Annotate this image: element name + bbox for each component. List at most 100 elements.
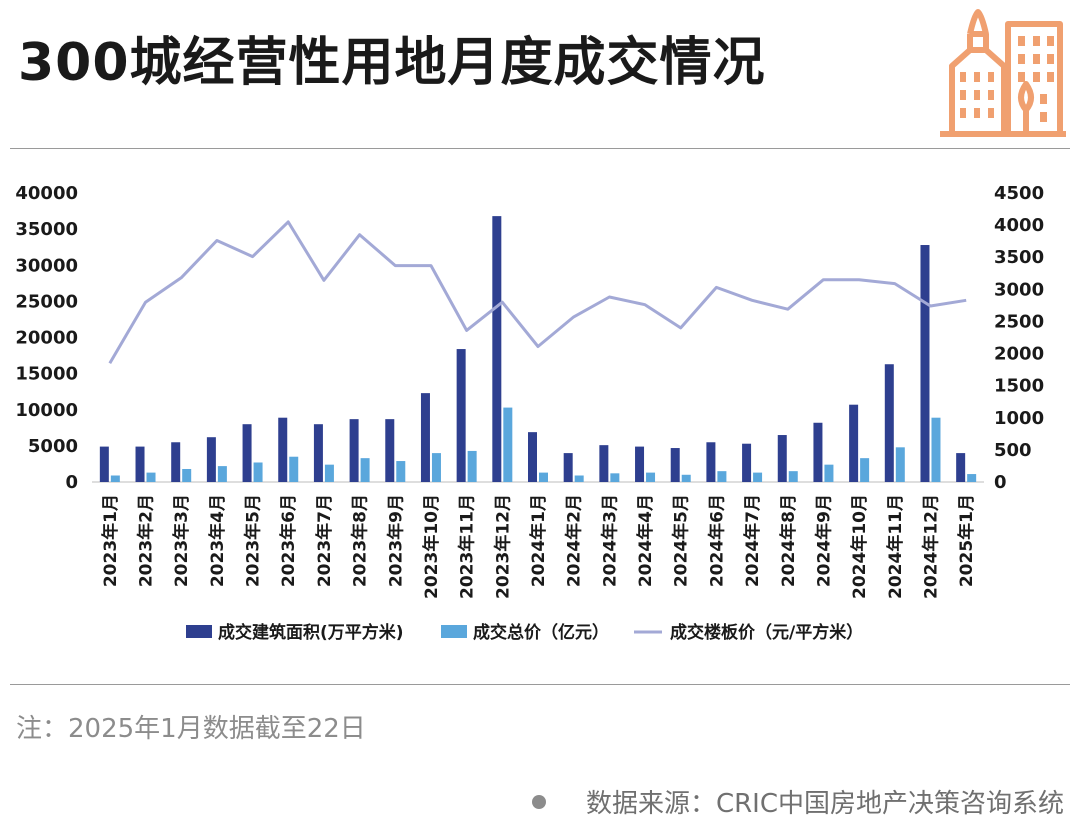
area-bar (599, 445, 609, 482)
y-left-tick-label: 10000 (15, 400, 78, 421)
area-bar (563, 453, 573, 482)
y-right-tick-label: 500 (994, 440, 1032, 461)
y-left-tick-label: 30000 (15, 255, 78, 276)
x-tick-label: 2023年1月 (100, 494, 121, 587)
value-bar (110, 475, 120, 482)
value-bar (431, 453, 441, 482)
value-bar (253, 462, 263, 482)
y-right-tick-label: 2000 (994, 344, 1044, 365)
x-tick-label: 2024年3月 (599, 494, 620, 587)
value-bar (324, 464, 334, 482)
x-tick-label: 2024年12月 (920, 494, 941, 599)
area-bar (884, 364, 894, 482)
value-bar (289, 456, 299, 482)
value-bar (824, 464, 834, 482)
value-bar (753, 472, 763, 482)
value-bar (503, 407, 513, 482)
y-left-tick-label: 20000 (15, 328, 78, 349)
x-tick-label: 2024年4月 (635, 494, 656, 587)
x-tick-label: 2024年2月 (564, 494, 585, 587)
city-buildings-icon (940, 9, 1066, 137)
x-tick-label: 2023年5月 (243, 494, 264, 587)
x-tick-label: 2023年2月 (136, 494, 157, 587)
area-bar (278, 417, 288, 482)
x-tick-label: 2023年12月 (492, 494, 513, 599)
value-bar (574, 475, 584, 482)
y-right-tick-label: 3500 (994, 247, 1044, 268)
value-bar (467, 450, 477, 482)
area-bar (742, 443, 752, 482)
x-tick-label: 2023年3月 (171, 494, 192, 587)
source-text: 数据来源：CRIC中国房地产决策咨询系统 (585, 789, 1064, 819)
page-title: 300城经营性用地月度成交情况 (18, 33, 766, 93)
value-bar (182, 468, 192, 482)
area-bar (135, 446, 145, 482)
dot-icon (531, 794, 546, 809)
area-bar (706, 442, 716, 482)
value-bar (217, 466, 227, 482)
value-bar (360, 458, 370, 482)
y-right-tick-label: 0 (994, 472, 1007, 493)
x-tick-label: 2023年7月 (314, 494, 335, 587)
price-line (108, 220, 967, 364)
area-bar (777, 435, 787, 482)
x-tick-label: 2024年6月 (706, 494, 727, 587)
chart: 0500010000150002000025000300003500040000… (15, 183, 1044, 643)
area-bar (420, 393, 430, 482)
y-left-tick-label: 15000 (15, 364, 78, 385)
value-bar (860, 458, 870, 482)
x-tick-label: 2023年6月 (278, 494, 299, 587)
area-bar (670, 448, 680, 482)
y-left-tick-label: 25000 (15, 291, 78, 312)
area-bar (206, 437, 216, 482)
x-tick-label: 2023年10月 (421, 494, 442, 599)
area-bar (99, 446, 109, 482)
legend-label-area: 成交建筑面积(万平方米) (218, 622, 404, 643)
x-tick-label: 2024年10月 (849, 494, 870, 599)
area-bar (242, 424, 252, 482)
area-bar (956, 453, 966, 482)
x-tick-label: 2024年5月 (671, 494, 692, 587)
footer-divider (10, 684, 1070, 685)
area-bar (635, 446, 645, 482)
legend-swatch-value (441, 625, 467, 638)
value-bar (146, 472, 156, 482)
area-bar (849, 404, 859, 482)
y-right-tick-label: 1000 (994, 408, 1044, 429)
legend-label-value: 成交总价（亿元） (473, 622, 609, 643)
value-bar (681, 474, 691, 482)
x-tick-label: 2023年9月 (385, 494, 406, 587)
area-bar (920, 245, 930, 482)
value-bar (539, 472, 548, 482)
area-bar (813, 422, 823, 482)
area-bar (456, 349, 466, 482)
y-right-tick-label: 3000 (994, 279, 1044, 300)
y-left-tick-label: 5000 (28, 436, 78, 457)
area-bar (528, 432, 537, 482)
title-divider (10, 148, 1070, 149)
x-tick-label: 2023年8月 (350, 494, 371, 587)
y-right-tick-label: 4000 (994, 215, 1044, 236)
y-right-tick-label: 1500 (994, 376, 1044, 397)
y-left-tick-label: 0 (65, 472, 78, 493)
value-bar (967, 474, 977, 482)
x-tick-label: 2024年1月 (528, 494, 549, 587)
x-tick-label: 2024年7月 (742, 494, 763, 587)
x-tick-label: 2024年9月 (813, 494, 834, 587)
data-note: 注：2025年1月数据截至22日 (16, 714, 366, 744)
y-left-tick-label: 35000 (15, 219, 78, 240)
x-tick-label: 2025年1月 (956, 494, 977, 587)
legend-label-price: 成交楼板价（元/平方米） (670, 622, 863, 643)
y-left-tick-label: 40000 (15, 183, 78, 204)
legend-swatch-area (186, 625, 212, 638)
y-right-tick-label: 4500 (994, 183, 1044, 204)
area-bar (385, 419, 395, 482)
source-line: 数据来源：CRIC中国房地产决策咨询系统 (531, 783, 1064, 820)
area-bar (313, 424, 323, 482)
x-tick-label: 2023年11月 (457, 494, 478, 599)
value-bar (895, 447, 905, 482)
x-tick-label: 2024年11月 (885, 494, 906, 599)
area-bar (492, 216, 502, 482)
area-bar (349, 419, 359, 482)
value-bar (717, 471, 727, 482)
